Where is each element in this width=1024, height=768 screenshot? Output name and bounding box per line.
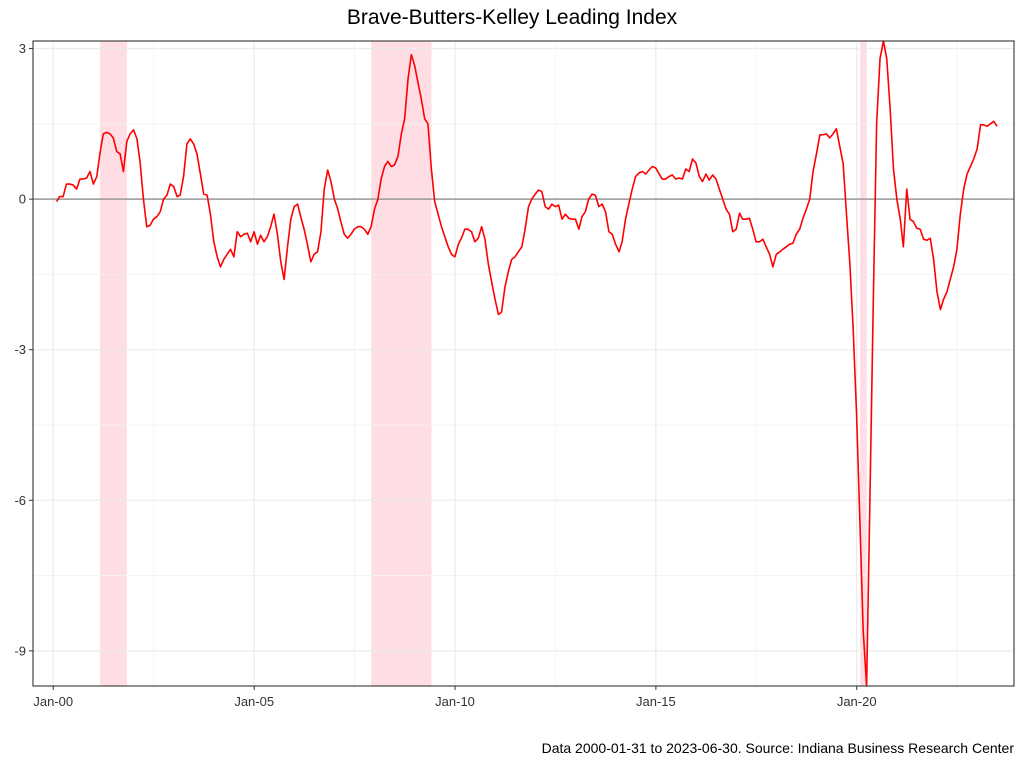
- recession-band-3: [860, 41, 867, 686]
- grid-lines: [33, 41, 1014, 686]
- x-tick-label: Jan-10: [435, 694, 475, 709]
- chart-title: Brave-Butters-Kelley Leading Index: [346, 6, 678, 29]
- y-tick-label: -6: [14, 493, 26, 508]
- y-tick-label: -9: [14, 643, 26, 658]
- axis-ticks: 3 0 -3 -6 -9 Jan-00 Jan-05 Jan-10 Jan-15 Jan-20: [14, 41, 876, 709]
- series-layer: [55, 40, 998, 687]
- chart-caption: Data 2000-01-31 to 2023-06-30. Source: I…: [541, 740, 1014, 756]
- series-line-1: [55, 40, 998, 687]
- x-tick-label: Jan-15: [636, 694, 676, 709]
- recession-band-2: [371, 41, 432, 686]
- panel-border: [32, 40, 1015, 687]
- x-tick-label: Jan-00: [33, 694, 73, 709]
- x-tick-label: Jan-05: [234, 694, 274, 709]
- y-tick-label: 0: [19, 192, 26, 207]
- y-tick-label: -3: [14, 342, 26, 357]
- recession-band-1: [99, 41, 127, 686]
- recession-bands: [99, 41, 867, 686]
- x-tick-label: Jan-20: [837, 694, 877, 709]
- y-tick-label: 3: [19, 41, 26, 56]
